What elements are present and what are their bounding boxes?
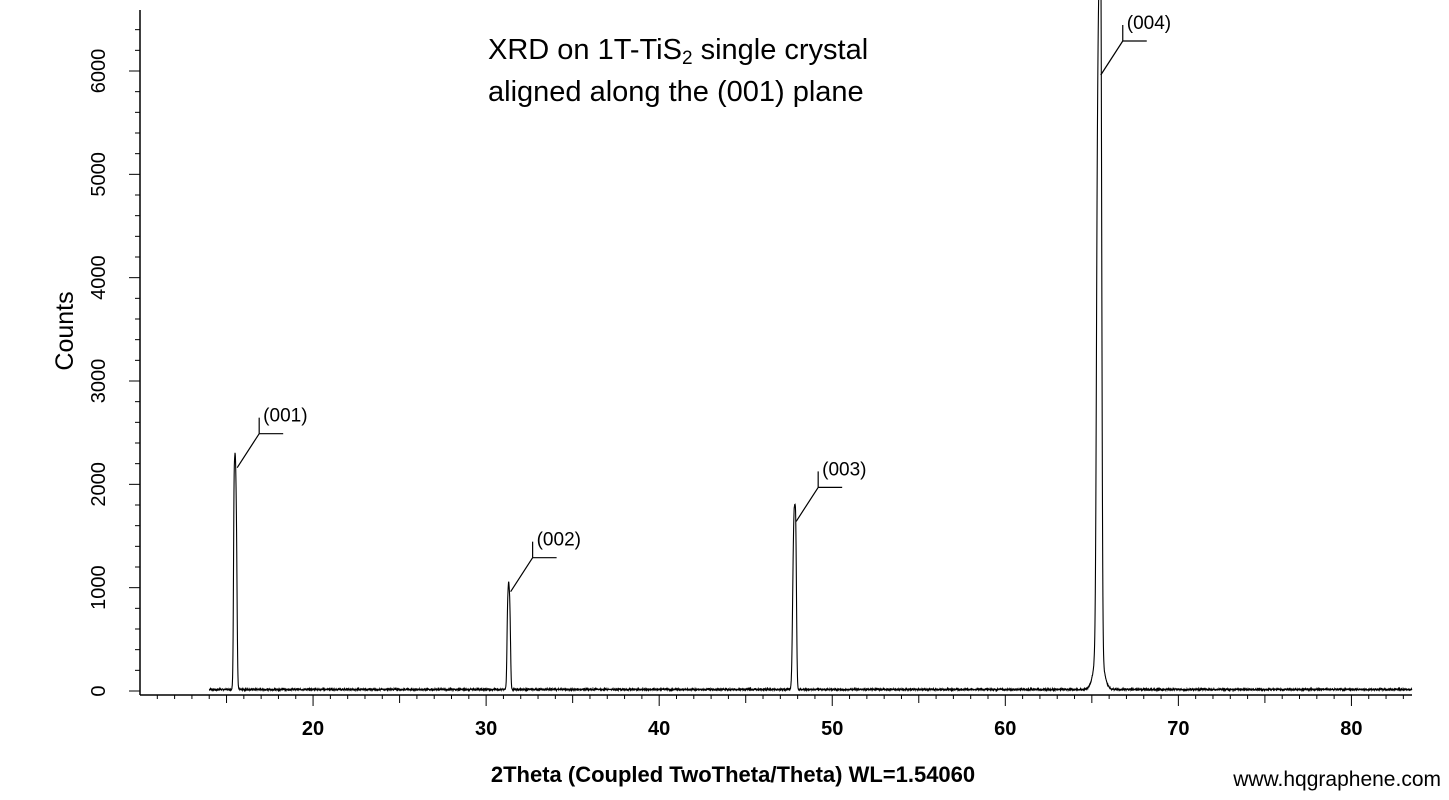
y-tick-label: 2000	[88, 462, 110, 507]
diffraction-curve	[208, 0, 1413, 693]
x-tick-label: 80	[1340, 718, 1362, 740]
peak-label: (004)	[1127, 13, 1171, 34]
x-tick-label: 50	[821, 718, 843, 740]
x-tick-label: 70	[1167, 718, 1189, 740]
x-tick-label: 60	[994, 718, 1016, 740]
y-tick-label: 0	[88, 685, 110, 696]
peak-label-group: (001)	[236, 406, 308, 468]
x-tick-label: 40	[648, 718, 670, 740]
y-axis-label: Counts	[51, 291, 79, 370]
peak-leader-line	[1100, 40, 1124, 76]
x-tick-label: 30	[475, 718, 497, 740]
peak-leader-line	[795, 487, 819, 522]
x-tick-label: 20	[302, 718, 324, 740]
peak-label: (003)	[822, 459, 866, 480]
watermark-url: www.hqgraphene.com	[1233, 768, 1441, 791]
peak-annotations: (001) (002) (003) (004)	[236, 13, 1171, 592]
y-tick-label: 3000	[88, 359, 110, 404]
peak-label: (002)	[537, 530, 581, 551]
peak-label-group: (004)	[1100, 13, 1171, 76]
peak-label-group: (002)	[510, 530, 581, 592]
xrd-trace	[208, 0, 1413, 693]
y-tick-label: 5000	[88, 152, 110, 197]
chart-title-line-1: XRD on 1T-TiS2 single crystal	[488, 34, 869, 69]
y-tick-label: 1000	[88, 565, 110, 610]
peak-leader-line	[510, 557, 534, 592]
x-axis-label: 2Theta (Coupled TwoTheta/Theta) WL=1.540…	[491, 762, 975, 787]
axes: 20 30 40 50 60 70 80 0 1000 2000 3000 4000 5000 6000	[88, 10, 1412, 740]
chart-title-line-2: aligned along the (001) plane	[488, 76, 864, 108]
y-tick-label: 6000	[88, 49, 110, 94]
y-tick-label: 4000	[88, 255, 110, 300]
peak-leader-line	[236, 433, 260, 468]
peak-label: (001)	[263, 406, 307, 427]
peak-label-group: (003)	[795, 459, 867, 522]
